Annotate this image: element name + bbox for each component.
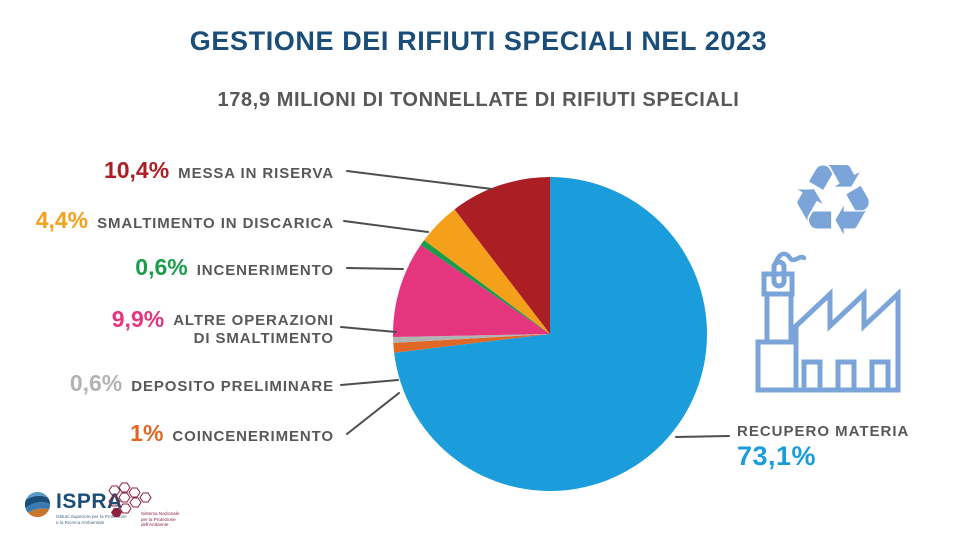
label-row-messa-in-riserva: 10,4% MESSA IN RISERVA [103, 157, 334, 183]
leader-line-deposito-preliminare [340, 379, 399, 386]
ispra-logo: ISPRA Istituto Superiore per la Protezio… [24, 491, 127, 525]
recycle-icon: ♻ [789, 145, 877, 255]
pct-altre-operazioni: 9,9% [111, 306, 165, 332]
name-altre-operazioni-line2: DI SMALTIMENTO [193, 330, 334, 347]
label-row-incenerimento: 0,6% INCENERIMENTO [135, 254, 334, 280]
snpa-logo-text: Sistema Nazionale per la Protezione dell… [141, 511, 180, 528]
label-row-smaltimento-in-discarica: 4,4% SMALTIMENTO IN DISCARICA [35, 207, 334, 233]
snpa-logo: Sistema Nazionale per la Protezione dell… [103, 482, 198, 536]
pie-slice-smaltimento-in-discarica [424, 209, 550, 334]
factory-smoke [773, 251, 807, 265]
label-row-coincenerimento: 1% COINCENERIMENTO [130, 420, 334, 446]
leader-line-recupero-materia [675, 435, 730, 438]
ispra-tagline: Istituto Superiore per la Protezione e l… [56, 514, 127, 525]
pct-recupero-materia: 73,1% [737, 441, 817, 471]
name-smaltimento-in-discarica: SMALTIMENTO IN DISCARICA [97, 215, 334, 232]
name-recupero-materia: RECUPERO MATERIA [737, 423, 910, 440]
factory-door-1 [801, 359, 823, 390]
factory-icon [755, 251, 901, 393]
name-incenerimento: INCENERIMENTO [196, 262, 334, 279]
pct-incenerimento: 0,6% [135, 254, 188, 280]
ispra-logo-icon [24, 491, 51, 518]
label-row-deposito-preliminare: 0,6% DEPOSITO PRELIMINARE [69, 370, 334, 396]
factory-door-3 [869, 359, 891, 390]
factory-chimney-base [755, 339, 799, 393]
pct-smaltimento-in-discarica: 4,4% [35, 207, 89, 233]
pie-slice-messa-in-riserva [454, 177, 550, 334]
factory-door-2 [835, 359, 857, 390]
pct-coincenerimento: 1% [130, 420, 164, 446]
label-row-recupero-materia: RECUPERO MATERIA 73,1% [737, 423, 909, 472]
pie-slice-recupero-materia [394, 177, 708, 492]
pie-slice-altre-operazioni-di-smaltimento [393, 244, 550, 337]
ispra-logo-text: ISPRA Istituto Superiore per la Protezio… [56, 491, 127, 525]
factory-body [793, 288, 901, 393]
name-coincenerimento: COINCENERIMENTO [172, 428, 334, 445]
leader-lines [340, 170, 730, 438]
name-altre-operazioni: ALTRE OPERAZIONI DI SMALTIMENTO [173, 312, 334, 348]
pct-deposito-preliminare: 0,6% [69, 370, 123, 396]
pie-slice-deposito-preliminare [393, 334, 550, 343]
leader-line-incenerimento [346, 267, 404, 270]
leader-line-messa-in-riserva [346, 170, 493, 190]
leader-line-altre-operazioni [340, 326, 397, 333]
pct-messa-in-riserva: 10,4% [103, 157, 170, 183]
leader-line-smaltimento-in-discarica [343, 220, 429, 233]
name-messa-in-riserva: MESSA IN RISERVA [178, 165, 334, 182]
leader-line-coincenerimento [346, 392, 400, 435]
pie-slice-coincenerimento [393, 334, 550, 353]
ispra-name: ISPRA [56, 490, 123, 513]
name-altre-operazioni-line1: ALTRE OPERAZIONI [173, 312, 334, 329]
factory-chimney-tower [764, 291, 794, 345]
label-row-altre-operazioni: 9,9% ALTRE OPERAZIONI DI SMALTIMENTO [112, 308, 334, 348]
page-title: GESTIONE DEI RIFIUTI SPECIALI NEL 2023 [189, 26, 768, 56]
page-subtitle: 178,9 MILIONI DI TONNELLATE DI RIFIUTI S… [217, 89, 740, 111]
pie-slice-incenerimento [420, 240, 550, 334]
pie-slices [393, 177, 708, 492]
name-deposito-preliminare: DEPOSITO PRELIMINARE [131, 378, 334, 395]
